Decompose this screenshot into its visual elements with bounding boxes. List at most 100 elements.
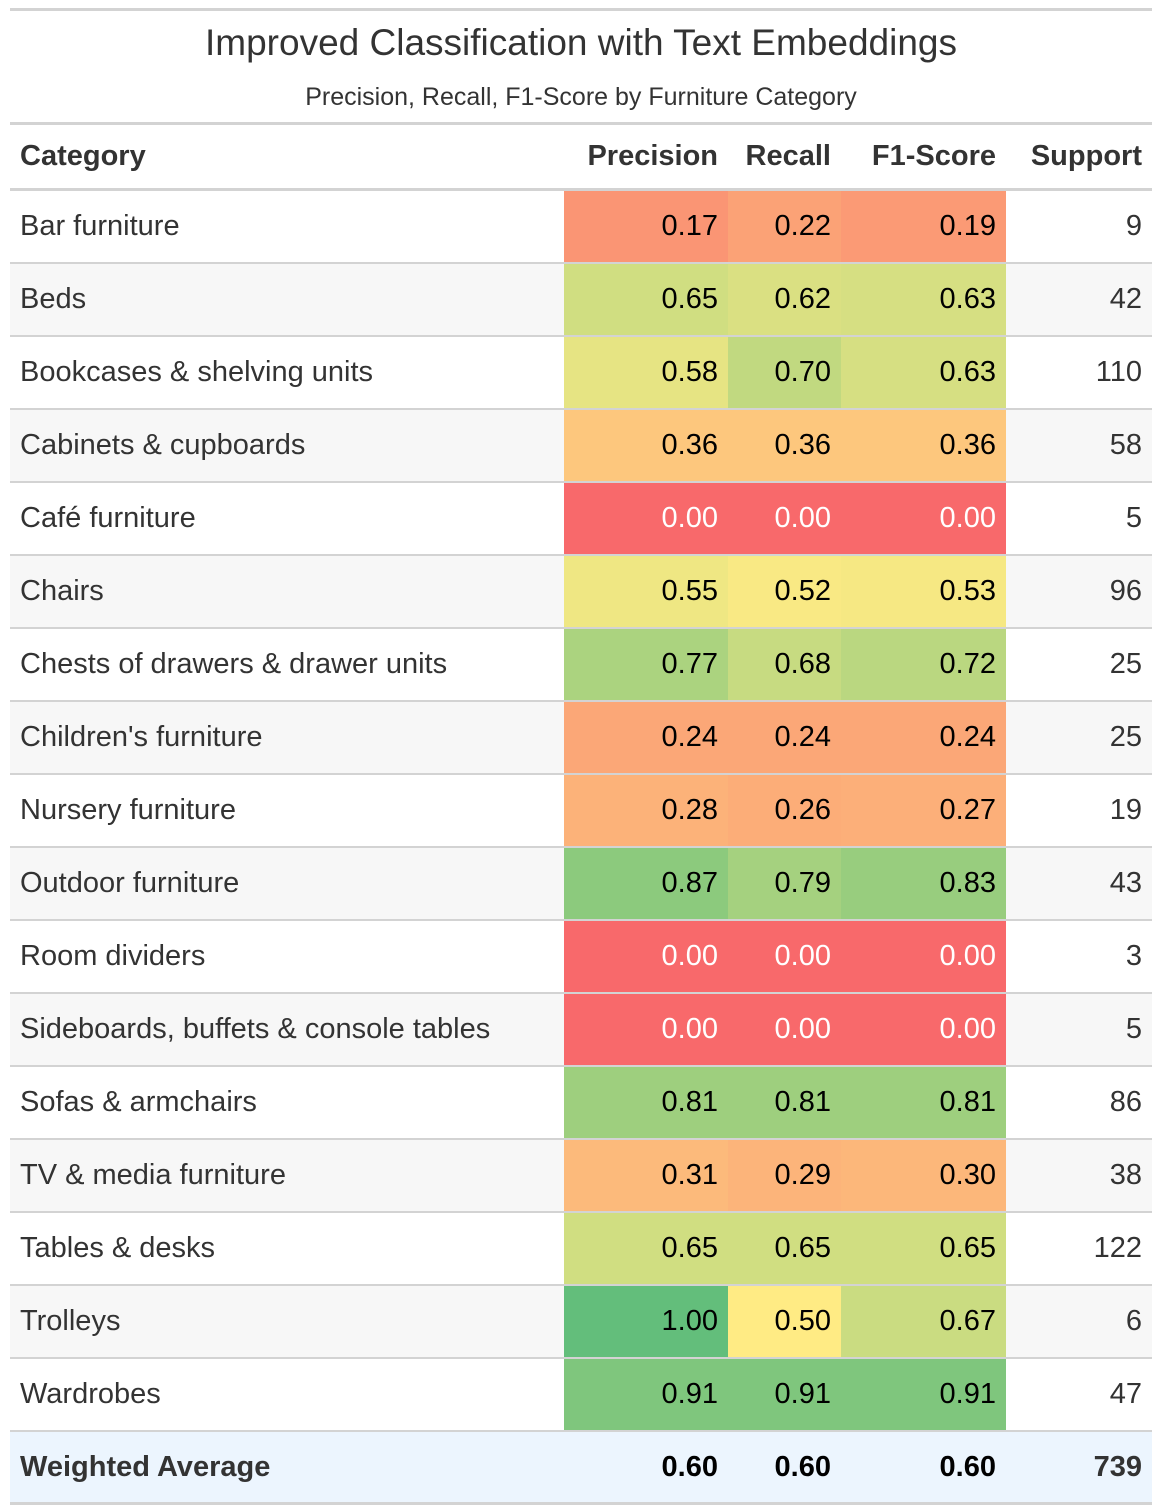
cell-precision: 1.00 (564, 1285, 728, 1359)
cell-recall: 0.00 (728, 993, 841, 1067)
cell-category: Sofas & armchairs (10, 1066, 564, 1140)
cell-precision: 0.55 (564, 555, 728, 629)
cell-support: 110 (1006, 336, 1152, 410)
cell-category: Cabinets & cupboards (10, 409, 564, 483)
cell-f1: 0.91 (841, 1358, 1006, 1432)
cell-category: Chairs (10, 555, 564, 629)
column-header-category: Category (10, 125, 564, 191)
table-row: Bookcases & shelving units 0.58 0.70 0.63 11… (10, 336, 1152, 410)
cell-precision: 0.31 (564, 1139, 728, 1213)
table-body: Bar furniture 0.17 0.22 0.19 9 Beds 0.65 0.62 0.… (10, 189, 1152, 1505)
cell-f1: 0.53 (841, 555, 1006, 629)
header-top-rule (10, 122, 1152, 125)
cell-recall: 0.24 (728, 701, 841, 775)
cell-precision: 0.36 (564, 409, 728, 483)
cell-precision: 0.28 (564, 774, 728, 848)
cell-f1: 0.65 (841, 1212, 1006, 1286)
cell-category: Wardrobes (10, 1358, 564, 1432)
cell-f1: 0.67 (841, 1285, 1006, 1359)
table-row: Chairs 0.55 0.52 0.53 96 (10, 555, 1152, 629)
cell-recall: 0.65 (728, 1212, 841, 1286)
cell-support: 86 (1006, 1066, 1152, 1140)
table-row: Sideboards, buffets & console tables 0.00… (10, 993, 1152, 1067)
cell-f1: 0.72 (841, 628, 1006, 702)
cell-category: Outdoor furniture (10, 847, 564, 921)
cell-support: 19 (1006, 774, 1152, 848)
cell-precision: 0.17 (564, 189, 728, 264)
cell-recall: 0.62 (728, 263, 841, 337)
column-header-precision: Precision (564, 125, 728, 191)
table-row: Wardrobes 0.91 0.91 0.91 47 (10, 1358, 1152, 1432)
table-row: Beds 0.65 0.62 0.63 42 (10, 263, 1152, 337)
cell-recall: 0.22 (728, 189, 841, 264)
cell-support: 25 (1006, 628, 1152, 702)
cell-f1: 0.27 (841, 774, 1006, 848)
cell-f1: 0.24 (841, 701, 1006, 775)
column-header-f1: F1-Score (841, 125, 1006, 191)
table-row: Bar furniture 0.17 0.22 0.19 9 (10, 189, 1152, 264)
cell-support: 5 (1006, 482, 1152, 556)
cell-support: 122 (1006, 1212, 1152, 1286)
cell-support: 6 (1006, 1285, 1152, 1359)
table-row: Nursery furniture 0.28 0.26 0.27 19 (10, 774, 1152, 848)
cell-precision: 0.24 (564, 701, 728, 775)
cell-precision: 0.87 (564, 847, 728, 921)
cell-category: Sideboards, buffets & console tables (10, 993, 564, 1067)
cell-recall: 0.68 (728, 628, 841, 702)
cell-category: Café furniture (10, 482, 564, 556)
cell-precision: 0.00 (564, 993, 728, 1067)
cell-precision: 0.58 (564, 336, 728, 410)
cell-precision: 0.91 (564, 1358, 728, 1432)
cell-recall: 0.26 (728, 774, 841, 848)
cell-recall: 0.50 (728, 1285, 841, 1359)
cell-support: 58 (1006, 409, 1152, 483)
top-rule (10, 8, 1152, 11)
cell-support: 42 (1006, 263, 1152, 337)
cell-f1: 0.83 (841, 847, 1006, 921)
chart-subtitle: Precision, Recall, F1-Score by Furniture… (305, 83, 857, 111)
cell-recall: 0.70 (728, 336, 841, 410)
cell-precision: 0.00 (564, 920, 728, 994)
cell-recall: 0.36 (728, 409, 841, 483)
cell-support: 3 (1006, 920, 1152, 994)
cell-category: TV & media furniture (10, 1139, 564, 1213)
cell-recall: 0.91 (728, 1358, 841, 1432)
cell-support: 9 (1006, 189, 1152, 264)
cell-summary-label: Weighted Average (10, 1431, 564, 1505)
cell-category: Beds (10, 263, 564, 337)
cell-f1: 0.63 (841, 263, 1006, 337)
cell-f1: 0.36 (841, 409, 1006, 483)
column-header-support: Support (1006, 125, 1152, 191)
table-row: Café furniture 0.00 0.00 0.00 5 (10, 482, 1152, 556)
cell-f1: 0.30 (841, 1139, 1006, 1213)
cell-f1: 0.19 (841, 189, 1006, 264)
cell-f1: 0.00 (841, 993, 1006, 1067)
cell-summary-f1: 0.60 (841, 1431, 1006, 1505)
cell-support: 5 (1006, 993, 1152, 1067)
table-row: Chests of drawers & drawer units 0.77 0.68… (10, 628, 1152, 702)
table-row: TV & media furniture 0.31 0.29 0.30 38 (10, 1139, 1152, 1213)
cell-summary-precision: 0.60 (564, 1431, 728, 1505)
cell-precision: 0.81 (564, 1066, 728, 1140)
cell-support: 47 (1006, 1358, 1152, 1432)
table-row: Sofas & armchairs 0.81 0.81 0.81 86 (10, 1066, 1152, 1140)
cell-category: Chests of drawers & drawer units (10, 628, 564, 702)
cell-support: 38 (1006, 1139, 1152, 1213)
cell-category: Room dividers (10, 920, 564, 994)
cell-summary-support: 739 (1006, 1431, 1152, 1505)
summary-row: Weighted Average 0.60 0.60 0.60 739 (10, 1431, 1152, 1505)
cell-category: Nursery furniture (10, 774, 564, 848)
cell-f1: 0.00 (841, 920, 1006, 994)
cell-recall: 0.00 (728, 482, 841, 556)
cell-precision: 0.00 (564, 482, 728, 556)
metrics-table: Category Precision Recall F1-Score Suppo… (10, 125, 1152, 1505)
chart-title: Improved Classification with Text Embedd… (205, 22, 957, 63)
cell-category: Bookcases & shelving units (10, 336, 564, 410)
cell-recall: 0.29 (728, 1139, 841, 1213)
header-row: Category Precision Recall F1-Score Suppo… (10, 125, 1152, 191)
table-row: Room dividers 0.00 0.00 0.00 3 (10, 920, 1152, 994)
cell-support: 43 (1006, 847, 1152, 921)
cell-f1: 0.00 (841, 482, 1006, 556)
table-row: Cabinets & cupboards 0.36 0.36 0.36 58 (10, 409, 1152, 483)
cell-category: Tables & desks (10, 1212, 564, 1286)
